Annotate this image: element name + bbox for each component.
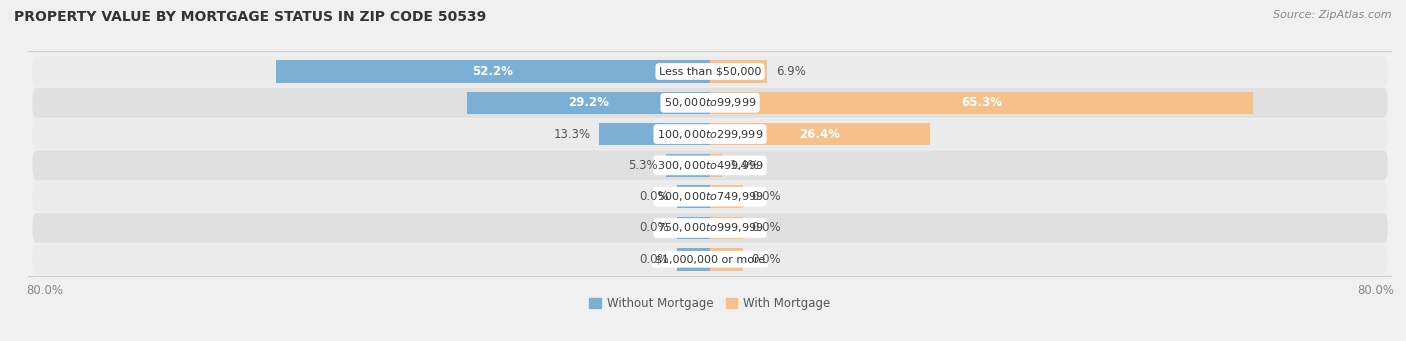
Text: 26.4%: 26.4% (799, 128, 841, 140)
Bar (666, 154, 710, 177)
Text: 65.3%: 65.3% (962, 96, 1002, 109)
Bar (710, 60, 768, 83)
Text: 6.9%: 6.9% (776, 65, 806, 78)
Bar (710, 186, 744, 208)
Bar (676, 217, 710, 239)
Text: 1.4%: 1.4% (730, 159, 759, 172)
FancyBboxPatch shape (32, 244, 1388, 274)
Text: 0.0%: 0.0% (638, 190, 668, 203)
Bar (599, 123, 710, 145)
FancyBboxPatch shape (32, 213, 1388, 243)
Bar (276, 60, 710, 83)
Text: $1,000,000 or more: $1,000,000 or more (655, 254, 765, 264)
Bar (710, 154, 721, 177)
Legend: Without Mortgage, With Mortgage: Without Mortgage, With Mortgage (585, 292, 835, 315)
Text: $500,000 to $749,999: $500,000 to $749,999 (657, 190, 763, 203)
Text: 13.3%: 13.3% (554, 128, 591, 140)
FancyBboxPatch shape (32, 88, 1388, 118)
Text: 0.0%: 0.0% (752, 253, 782, 266)
Bar (676, 186, 710, 208)
Bar (467, 91, 710, 114)
Bar (710, 91, 1253, 114)
Text: 29.2%: 29.2% (568, 96, 609, 109)
Text: $300,000 to $499,999: $300,000 to $499,999 (657, 159, 763, 172)
Bar (676, 248, 710, 270)
Text: $100,000 to $299,999: $100,000 to $299,999 (657, 128, 763, 140)
Text: 52.2%: 52.2% (472, 65, 513, 78)
Bar (710, 217, 744, 239)
FancyBboxPatch shape (32, 57, 1388, 87)
FancyBboxPatch shape (32, 182, 1388, 212)
Text: $50,000 to $99,999: $50,000 to $99,999 (664, 96, 756, 109)
Text: 0.0%: 0.0% (752, 190, 782, 203)
Bar (710, 123, 929, 145)
Text: 0.0%: 0.0% (638, 253, 668, 266)
FancyBboxPatch shape (32, 119, 1388, 149)
Text: Source: ZipAtlas.com: Source: ZipAtlas.com (1274, 10, 1392, 20)
Text: 0.0%: 0.0% (752, 222, 782, 235)
FancyBboxPatch shape (32, 150, 1388, 180)
Text: Less than $50,000: Less than $50,000 (659, 66, 761, 76)
Text: 5.3%: 5.3% (628, 159, 658, 172)
Text: PROPERTY VALUE BY MORTGAGE STATUS IN ZIP CODE 50539: PROPERTY VALUE BY MORTGAGE STATUS IN ZIP… (14, 10, 486, 24)
Bar (710, 248, 744, 270)
Text: 0.0%: 0.0% (638, 222, 668, 235)
Text: $750,000 to $999,999: $750,000 to $999,999 (657, 222, 763, 235)
